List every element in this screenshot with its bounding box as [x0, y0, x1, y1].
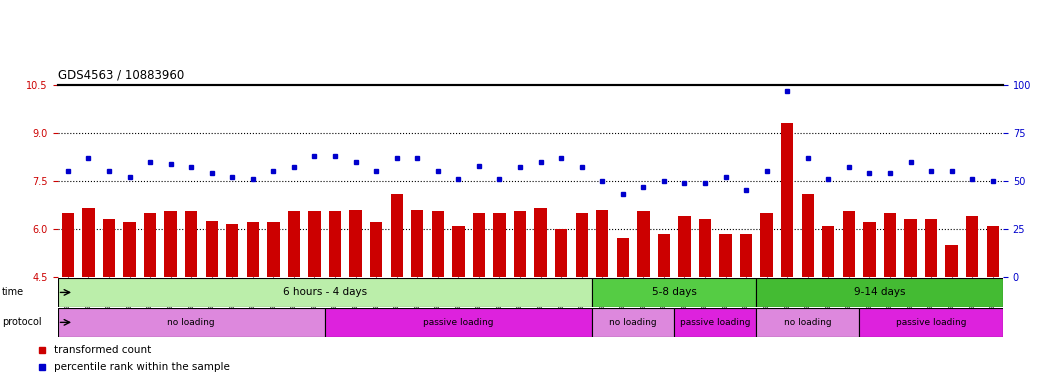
Bar: [58, 308, 325, 337]
Bar: [864, 222, 875, 277]
Bar: [370, 222, 382, 277]
Text: no loading: no loading: [784, 318, 831, 327]
Bar: [350, 210, 362, 277]
Bar: [905, 219, 917, 277]
Bar: [247, 222, 259, 277]
Bar: [205, 221, 218, 277]
Bar: [617, 238, 629, 277]
Text: protocol: protocol: [2, 317, 42, 328]
Bar: [124, 222, 136, 277]
Bar: [452, 226, 465, 277]
Text: time: time: [2, 287, 24, 298]
Bar: [576, 213, 587, 277]
Bar: [740, 233, 753, 277]
Bar: [986, 226, 999, 277]
Bar: [493, 213, 506, 277]
Bar: [596, 210, 608, 277]
Bar: [288, 211, 300, 277]
Bar: [760, 213, 773, 277]
Text: 6 hours - 4 days: 6 hours - 4 days: [283, 287, 366, 298]
Bar: [164, 211, 177, 277]
Bar: [592, 278, 756, 307]
Bar: [592, 308, 674, 337]
Text: percentile rank within the sample: percentile rank within the sample: [54, 362, 230, 372]
Bar: [267, 222, 280, 277]
Bar: [756, 308, 860, 337]
Bar: [674, 308, 756, 337]
Bar: [802, 194, 814, 277]
Bar: [226, 224, 239, 277]
Bar: [83, 208, 94, 277]
Bar: [678, 216, 691, 277]
Bar: [185, 211, 197, 277]
Bar: [325, 308, 592, 337]
Text: no loading: no loading: [168, 318, 215, 327]
Bar: [945, 245, 958, 277]
Bar: [308, 211, 320, 277]
Bar: [658, 233, 670, 277]
Text: passive loading: passive loading: [896, 318, 966, 327]
Bar: [391, 194, 403, 277]
Bar: [514, 211, 527, 277]
Bar: [534, 208, 547, 277]
Bar: [473, 213, 485, 277]
Bar: [103, 219, 115, 277]
Bar: [58, 278, 592, 307]
Bar: [884, 213, 896, 277]
Text: transformed count: transformed count: [54, 345, 152, 355]
Bar: [638, 211, 649, 277]
Bar: [411, 210, 423, 277]
Bar: [62, 213, 74, 277]
Bar: [698, 219, 711, 277]
Bar: [966, 216, 978, 277]
Text: no loading: no loading: [609, 318, 656, 327]
Bar: [719, 233, 732, 277]
Bar: [555, 229, 567, 277]
Text: passive loading: passive loading: [423, 318, 493, 327]
Text: 5-8 days: 5-8 days: [651, 287, 696, 298]
Text: passive loading: passive loading: [681, 318, 751, 327]
Bar: [329, 211, 341, 277]
Bar: [756, 278, 1003, 307]
Bar: [822, 226, 834, 277]
Bar: [860, 308, 1003, 337]
Text: 9-14 days: 9-14 days: [854, 287, 906, 298]
Bar: [843, 211, 855, 277]
Bar: [781, 123, 794, 277]
Bar: [431, 211, 444, 277]
Bar: [925, 219, 937, 277]
Bar: [143, 213, 156, 277]
Text: GDS4563 / 10883960: GDS4563 / 10883960: [58, 68, 184, 81]
